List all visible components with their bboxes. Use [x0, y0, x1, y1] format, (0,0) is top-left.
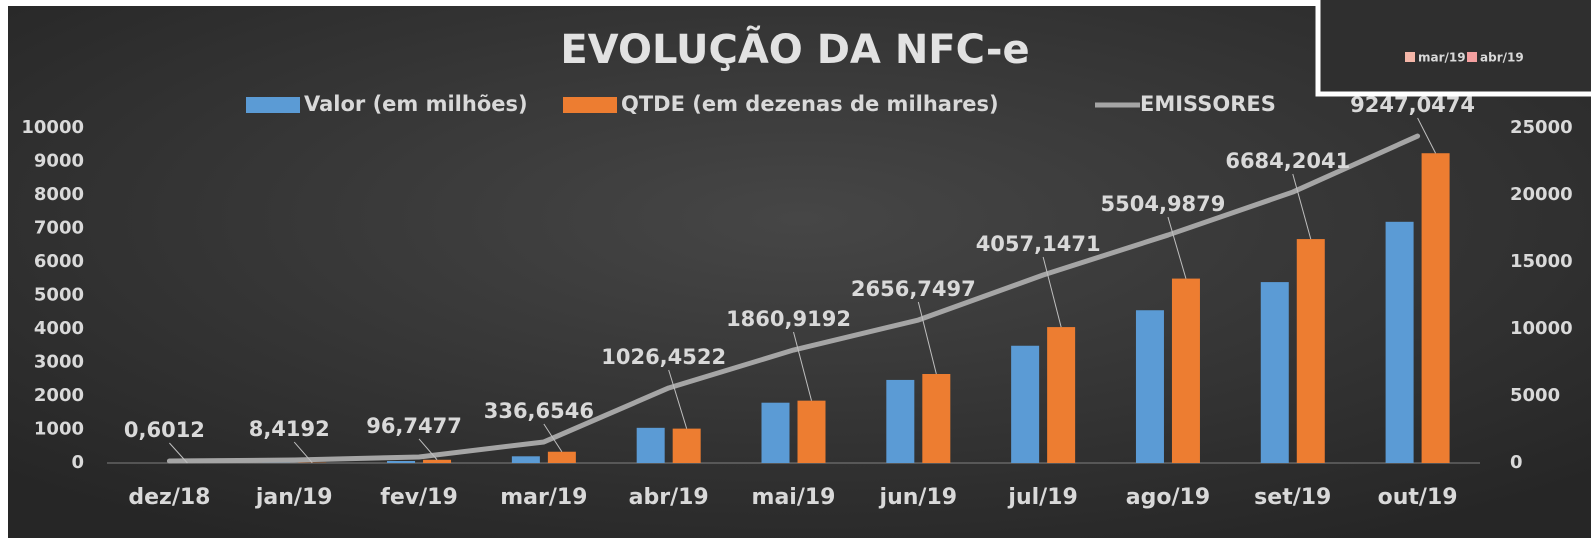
- leader-line: [1417, 117, 1437, 154]
- leader-line: [293, 441, 313, 464]
- y-tick-label: 8000: [34, 184, 84, 205]
- bar: [672, 428, 701, 463]
- data-label: 0,6012: [124, 418, 205, 442]
- x-tick-label: abr/19: [629, 485, 709, 510]
- leader-line: [668, 369, 688, 429]
- inset-legend-label: mar/19: [1418, 51, 1466, 65]
- bar: [1171, 278, 1200, 463]
- x-tick-label: jul/19: [1007, 485, 1077, 510]
- inset-legend-swatch: [1405, 52, 1415, 62]
- bar: [761, 402, 790, 463]
- leader-line: [169, 442, 188, 464]
- x-tick-label: jan/19: [255, 485, 333, 510]
- leader-line: [418, 438, 438, 461]
- legend-label: EMISSORES: [1140, 92, 1276, 116]
- bar: [547, 451, 576, 463]
- legend-label: Valor (em milhões): [304, 92, 528, 116]
- data-label: 1860,9192: [726, 307, 851, 331]
- bar: [1260, 282, 1289, 463]
- bar: [797, 400, 826, 463]
- bar: [922, 373, 951, 463]
- x-tick-label: out/19: [1378, 485, 1458, 510]
- leader-line: [793, 331, 812, 401]
- bar: [1011, 345, 1040, 463]
- y2-tick-label: 0: [1510, 452, 1523, 473]
- y-tick-label: 2000: [34, 385, 84, 406]
- bar: [1047, 327, 1076, 463]
- inset-box: [1315, 0, 1591, 97]
- data-label: 1026,4522: [601, 345, 726, 369]
- inset-legend-swatch: [1467, 52, 1477, 62]
- bar: [886, 379, 915, 463]
- x-tick-label: mai/19: [752, 485, 836, 510]
- x-tick-label: dez/18: [128, 485, 210, 510]
- y-tick-label: 7000: [34, 218, 84, 239]
- bar: [387, 460, 416, 463]
- x-tick-label: set/19: [1254, 485, 1331, 510]
- leader-line: [1042, 256, 1062, 328]
- legend-label: QTDE (em dezenas de milhares): [621, 92, 999, 116]
- data-label: 8,4192: [249, 417, 330, 441]
- bar: [511, 456, 540, 463]
- line: [166, 133, 1421, 464]
- y2-tick-label: 25000: [1510, 117, 1573, 138]
- data-label: 5504,9879: [1101, 192, 1226, 216]
- y-tick-label: 4000: [34, 318, 84, 339]
- y-tick-label: 6000: [34, 251, 84, 272]
- inset-legend-label: abr/19: [1480, 51, 1524, 65]
- legend-swatch: [246, 97, 300, 113]
- x-tick-label: fev/19: [380, 485, 457, 510]
- y-tick-label: 9000: [34, 151, 84, 172]
- bar: [1135, 310, 1164, 463]
- bar: [1296, 239, 1325, 463]
- y-tick-label: 10000: [21, 117, 84, 138]
- leader-line: [543, 423, 563, 452]
- y2-tick-label: 15000: [1510, 251, 1573, 272]
- leader-line: [1292, 173, 1312, 240]
- x-tick-label: mar/19: [500, 485, 587, 510]
- bar: [1385, 221, 1414, 463]
- bar: [636, 427, 665, 463]
- x-tick-label: ago/19: [1126, 485, 1210, 510]
- bar: [423, 459, 452, 463]
- bar: [1421, 153, 1450, 463]
- inset: mar/19 abr/19: [1315, 0, 1591, 97]
- data-label: 336,6546: [484, 399, 594, 423]
- x-tick-label: jun/19: [879, 485, 958, 510]
- y-tick-label: 3000: [34, 352, 84, 373]
- y2-tick-label: 10000: [1510, 318, 1573, 339]
- leader-line: [1167, 216, 1187, 279]
- y-tick-label: 0: [71, 452, 84, 473]
- data-label: 6684,2041: [1225, 149, 1350, 173]
- legend-swatch: [563, 97, 617, 113]
- y-tick-label: 5000: [34, 285, 84, 306]
- leader-line: [917, 301, 937, 375]
- y2-tick-label: 5000: [1510, 385, 1560, 406]
- data-label: 4057,1471: [976, 232, 1101, 256]
- data-label: 96,7477: [366, 414, 462, 438]
- data-label: 9247,0474: [1350, 93, 1475, 117]
- data-label: 2656,7497: [851, 277, 976, 301]
- chart-title: EVOLUÇÃO DA NFC-e: [560, 24, 1029, 73]
- y-tick-label: 1000: [34, 419, 84, 440]
- y2-tick-label: 20000: [1510, 184, 1573, 205]
